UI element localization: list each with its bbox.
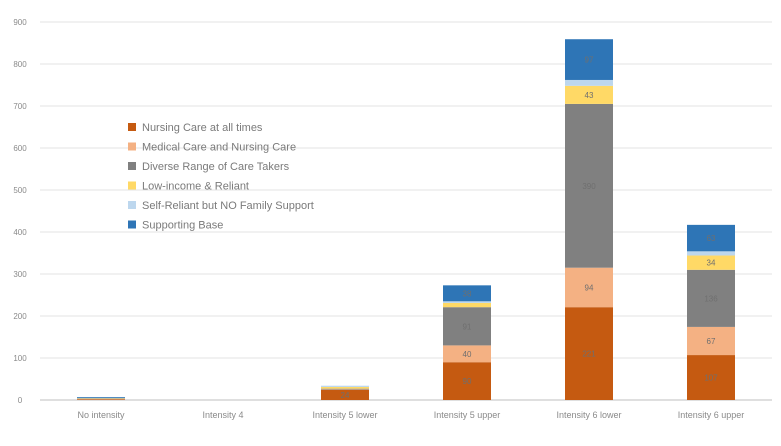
bar-segment (565, 79, 613, 86)
data-label: 63 (707, 234, 716, 243)
data-label: 221 (582, 350, 596, 359)
bar-segment (77, 399, 125, 400)
bar-segment (565, 39, 613, 80)
legend-entry: Medical Care and Nursing Care (142, 142, 296, 154)
bar-segment (77, 397, 125, 399)
y-tick-label: 200 (13, 312, 27, 321)
y-tick-label: 100 (13, 354, 27, 363)
bar-segment (321, 389, 369, 390)
bar-segment (565, 267, 613, 308)
gridlines (40, 21, 772, 401)
x-category-label: No intensity (77, 410, 125, 420)
bar-segment (565, 307, 613, 400)
bar-segment (687, 251, 735, 256)
data-label: 390 (582, 182, 596, 191)
data-label: 40 (463, 350, 472, 359)
legend-entry: Low-income & Reliant (142, 181, 249, 193)
data-label: 91 (463, 322, 472, 331)
y-tick-label: 400 (13, 228, 27, 237)
bar-segment (443, 285, 491, 302)
bar-segment (565, 85, 613, 104)
bar-segment (443, 301, 491, 303)
bar-segment (687, 224, 735, 252)
legend-entry: Diverse Range of Care Takers (142, 161, 290, 173)
y-tick-label: 300 (13, 270, 27, 279)
legend-entry: Supporting Base (142, 220, 223, 232)
bars (77, 39, 735, 400)
bar-segment (443, 302, 491, 308)
y-tick-label: 500 (13, 186, 27, 195)
bar-segment (443, 362, 491, 400)
bar-segment (443, 345, 491, 363)
legend: Nursing Care at all times Medical Care an… (128, 122, 314, 232)
data-label: 107 (704, 374, 718, 383)
bar-segment (77, 398, 125, 400)
legend-swatch (128, 181, 136, 190)
bar-segment (687, 355, 735, 400)
bar-segment (321, 389, 369, 400)
bar-segment (77, 397, 125, 398)
data-label: 24 (341, 391, 350, 400)
data-label: 67 (707, 337, 716, 346)
legend-entry: Nursing Care at all times (142, 122, 263, 134)
bar-segment (321, 386, 369, 389)
bar-segment (687, 255, 735, 270)
y-tick-label: 800 (13, 60, 27, 69)
data-label: 136 (704, 294, 718, 303)
x-category-label: Intensity 5 lower (312, 410, 377, 420)
x-category-label: Intensity 6 upper (678, 410, 745, 420)
data-label: 90 (463, 377, 472, 386)
data-label: 94 (585, 283, 594, 292)
data-labels: 24 90 40 91 38 221 94 390 43 97 107 67 136 34 63 (341, 56, 719, 400)
bar-segment (443, 307, 491, 346)
bar-segment (77, 398, 125, 400)
legend-swatch (128, 162, 136, 170)
y-tick-label: 0 (18, 396, 23, 405)
bar-segment (77, 397, 125, 399)
bar-segment (321, 388, 369, 390)
legend-swatch (128, 220, 136, 229)
legend-swatch (128, 201, 136, 209)
legend-swatch (128, 142, 136, 151)
data-label: 97 (585, 56, 594, 65)
data-label: 34 (707, 259, 716, 268)
bar-segment (565, 103, 613, 268)
legend-entry: Self-Reliant but NO Family Support (142, 200, 314, 212)
x-category-label: Intensity 6 lower (556, 410, 621, 420)
y-tick-label: 700 (13, 102, 27, 111)
legend-swatch (128, 123, 136, 131)
x-axis-categories: No intensity Intensity 4 Intensity 5 lower… (77, 410, 744, 420)
bar-segment (687, 326, 735, 356)
bar-segment (321, 385, 369, 387)
bar-segment (687, 269, 735, 327)
x-category-label: Intensity 4 (202, 410, 243, 420)
data-label: 43 (585, 91, 594, 100)
y-tick-label: 900 (13, 18, 27, 27)
y-tick-label: 600 (13, 144, 27, 153)
data-label: 38 (463, 289, 472, 298)
x-category-label: Intensity 5 upper (434, 410, 501, 420)
y-axis-ticks: 0 100 200 300 400 500 600 700 800 900 (13, 18, 27, 405)
